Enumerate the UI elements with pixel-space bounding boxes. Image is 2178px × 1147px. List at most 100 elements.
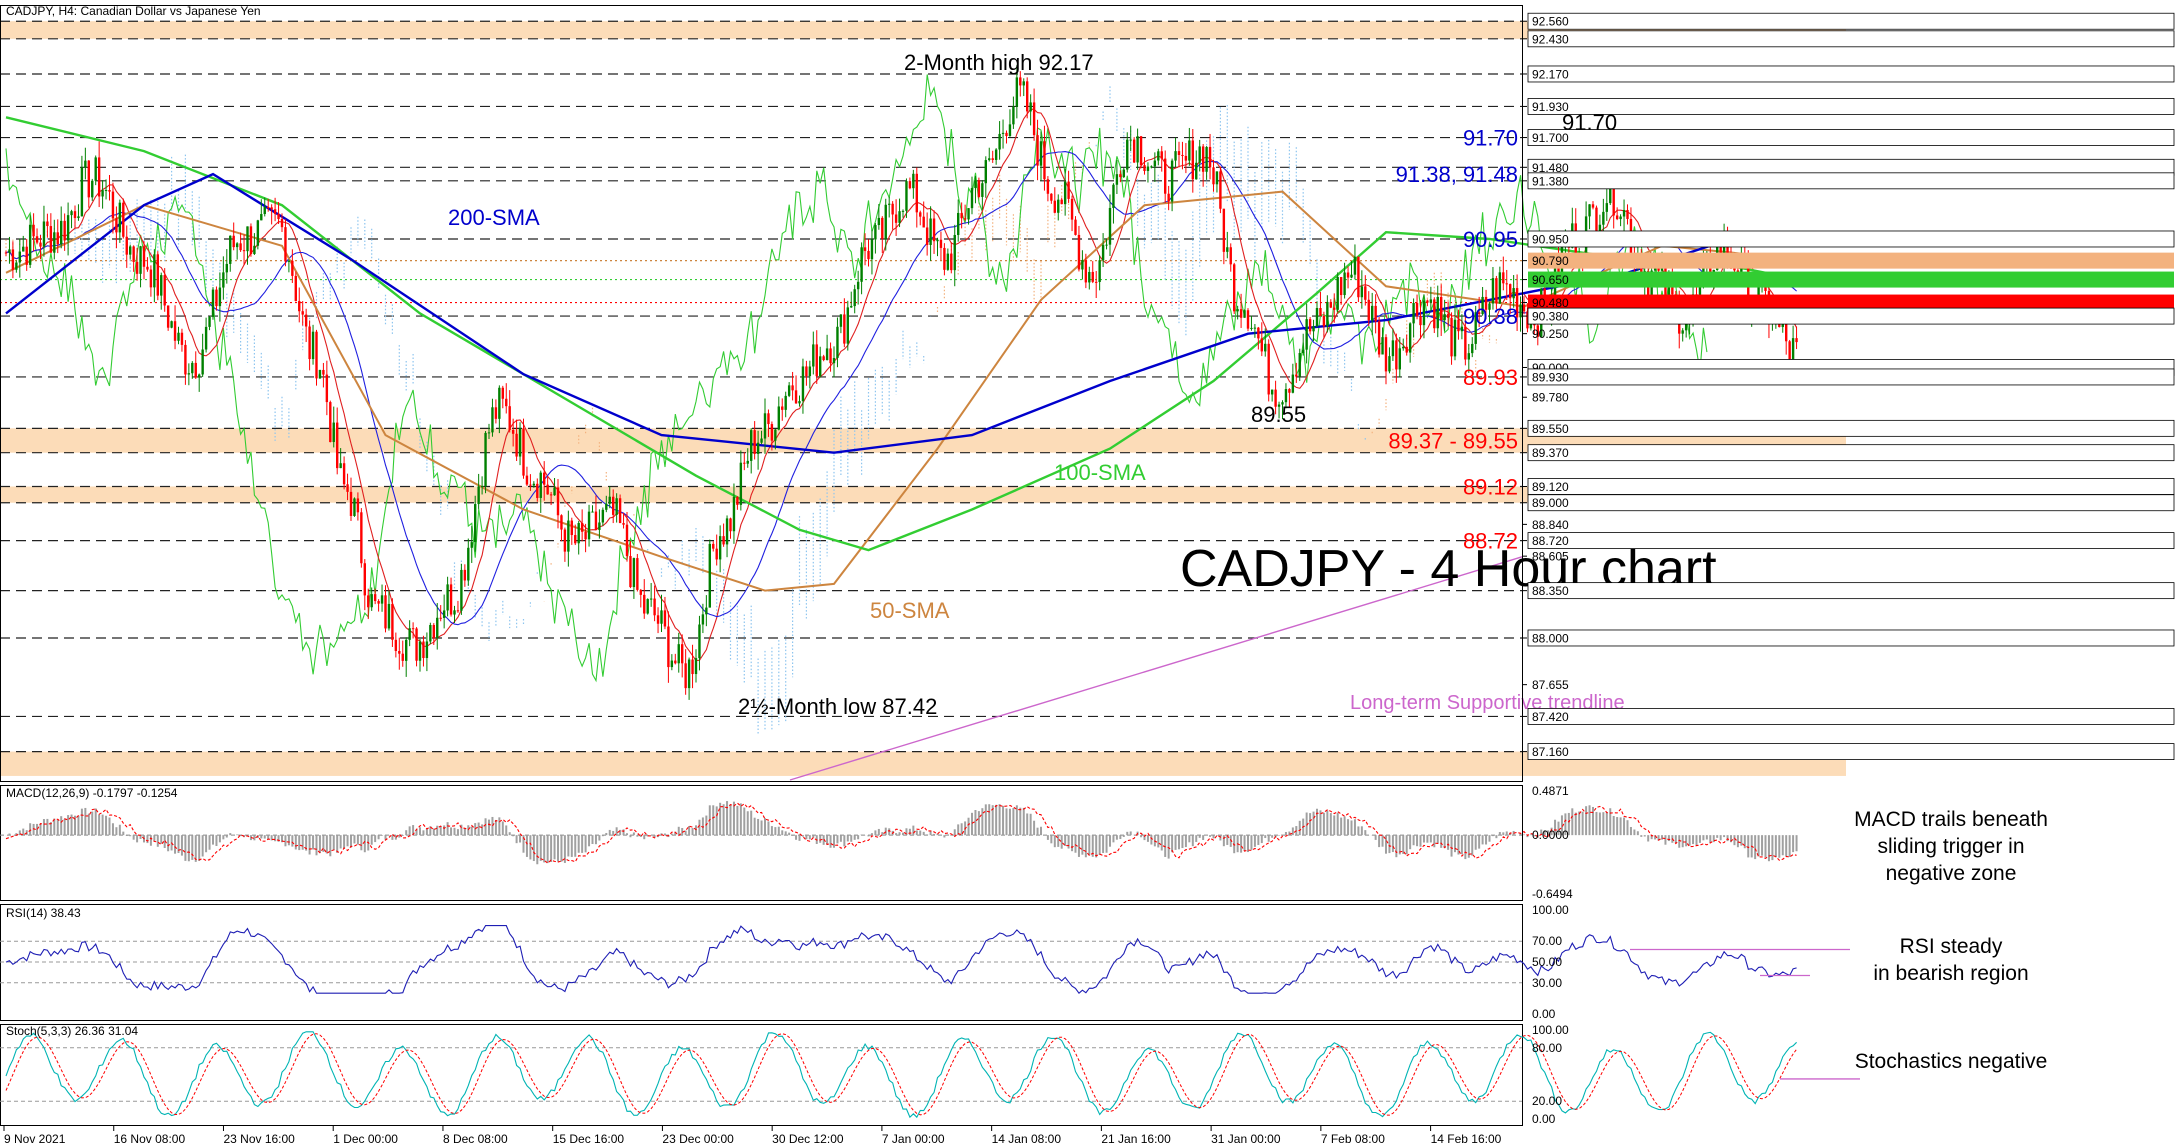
candle-body (1205, 146, 1208, 172)
candle-body (687, 659, 691, 689)
candle-body (484, 432, 487, 487)
candle-body (4, 252, 8, 254)
candle-body (32, 224, 35, 237)
candle-body (232, 235, 235, 248)
candle-body (1077, 234, 1081, 270)
candle-body (156, 254, 159, 296)
tenkan-line (5, 108, 1798, 662)
annotation-sma100: 100-SMA (1054, 460, 1146, 485)
candle-body (429, 624, 432, 642)
candle-body (277, 213, 280, 220)
price-box-14 (1527, 368, 2175, 386)
price-label-9: 90.650 (1532, 273, 1569, 287)
candle-body (260, 214, 263, 221)
ichimoku-lines (5, 74, 1798, 683)
candle-body (222, 272, 225, 288)
candle-body (798, 401, 801, 404)
candle-body (325, 374, 329, 403)
price-box-16 (1527, 419, 2175, 437)
candle-body (132, 246, 135, 262)
candle-body (339, 463, 342, 469)
candle-body (25, 246, 28, 265)
candle-body (1612, 168, 1615, 216)
stoch-axis-label-2: 20.00 (1532, 1094, 1562, 1108)
candle-body (1785, 322, 1788, 342)
candle-body (49, 226, 53, 253)
price-label-27: 87.160 (1532, 745, 1569, 759)
candle-body (1795, 338, 1798, 343)
candle-body (284, 227, 287, 262)
candle-body (460, 569, 463, 611)
candle-body (888, 203, 891, 205)
candle-body (836, 326, 839, 359)
candle-body (1277, 404, 1281, 407)
candle-body (1446, 314, 1450, 318)
candle-body (743, 462, 746, 464)
price-highlight-8 (1528, 252, 2174, 269)
candle-body (549, 494, 553, 496)
kijun-line (5, 151, 1797, 626)
candle-body (643, 594, 646, 614)
candle-body (501, 387, 504, 399)
candle-body (784, 395, 787, 410)
candle-body (580, 523, 584, 532)
level-labels: 91.70 91.38, 91.48 90.95 90.38 89.93 89.37 - … (1388, 126, 1518, 554)
candle-body (912, 173, 915, 189)
candle-body (1626, 209, 1629, 219)
candle-body (505, 398, 508, 407)
level-label-7: 88.72 (1463, 529, 1518, 554)
candle-body (87, 160, 90, 198)
candle-body (70, 211, 73, 216)
candle-body (1143, 165, 1146, 171)
candle-body (470, 542, 473, 548)
candle-body (1022, 81, 1025, 86)
candle-body (1139, 136, 1143, 166)
candle-body (870, 239, 874, 260)
candle-body (301, 311, 304, 315)
candle-body (118, 202, 122, 233)
candle-body (253, 245, 256, 254)
macd-title: MACD(12,26,9) -0.1797 -0.1254 (6, 786, 178, 800)
price-label-21: 88.720 (1532, 534, 1569, 548)
candle-body (80, 167, 84, 217)
candle-body (42, 221, 46, 247)
candle-body (170, 321, 173, 328)
candle-body (1353, 256, 1357, 275)
candle-body (1105, 244, 1108, 246)
candle-body (805, 366, 808, 377)
candle-body (1502, 272, 1505, 284)
candle-body (332, 422, 335, 443)
price-box-6 (1527, 172, 2175, 190)
stoch-title: Stoch(5,3,3) 26.36 31.04 (6, 1024, 138, 1038)
price-label-2: 92.170 (1532, 67, 1569, 81)
candle-body (1305, 319, 1308, 350)
candle-body (1371, 305, 1374, 321)
pane-frame-1 (0, 785, 1523, 901)
candle-body (1132, 139, 1136, 163)
candle-body (615, 498, 618, 515)
candle-body (1015, 77, 1019, 107)
candle-body (998, 133, 1001, 150)
candle-body (1226, 247, 1229, 252)
candle-body (1357, 256, 1360, 298)
candle-body (480, 486, 484, 488)
candle-body (1588, 204, 1591, 217)
price-label-17: 89.370 (1532, 446, 1569, 460)
candle-body (11, 249, 15, 270)
candle-body (1295, 374, 1298, 377)
candle-body (787, 385, 791, 396)
candle-body (815, 344, 818, 377)
candle-body (208, 316, 211, 327)
candle-body (670, 660, 674, 668)
price-label-18: 89.120 (1532, 480, 1569, 494)
candle-body (525, 475, 529, 485)
candle-body (456, 610, 460, 612)
candle-body (1157, 151, 1160, 161)
candle-body (1208, 146, 1212, 168)
candle-body (1001, 132, 1005, 134)
price-box-18 (1527, 478, 2175, 495)
candle-body (1781, 322, 1784, 328)
annotation-sma50: 50-SMA (870, 598, 950, 623)
candle-body (601, 509, 605, 523)
candle-body (1219, 171, 1222, 209)
